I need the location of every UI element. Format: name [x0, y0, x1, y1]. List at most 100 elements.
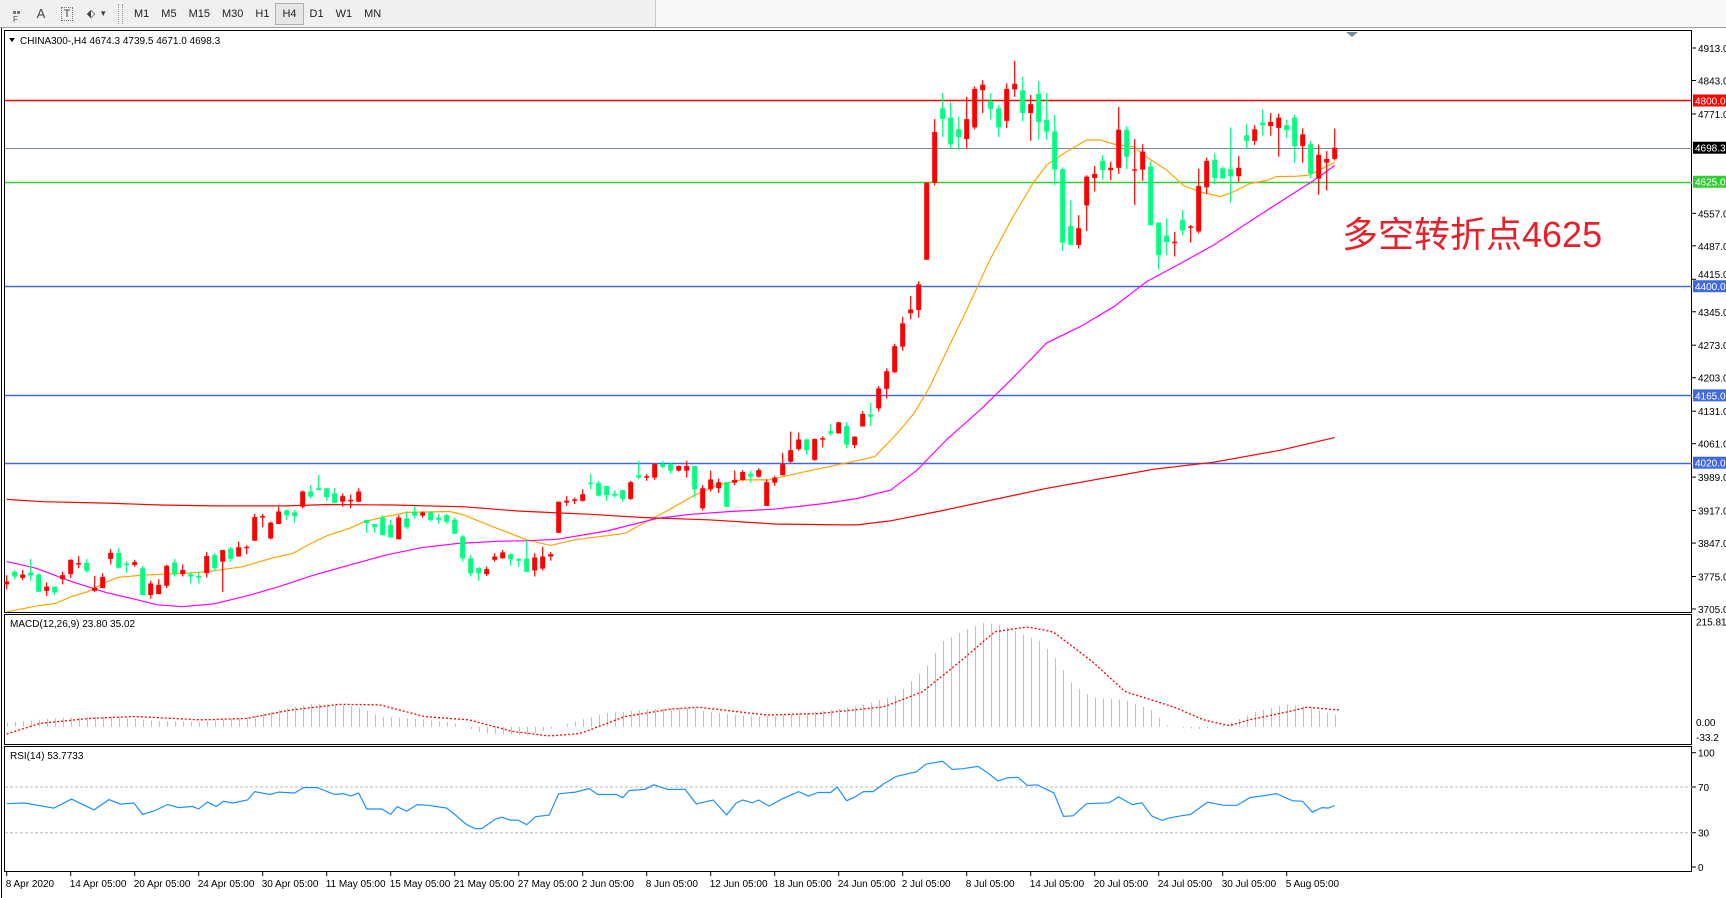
candle-body	[540, 556, 546, 569]
candle-body	[116, 552, 122, 568]
candle	[372, 524, 378, 533]
candle	[404, 511, 410, 530]
timeframe-w1[interactable]: W1	[335, 7, 353, 20]
candle-body	[44, 586, 50, 591]
candle-body	[852, 436, 858, 446]
candle	[356, 488, 362, 502]
candle-body	[196, 576, 202, 578]
timeframe-m5[interactable]: M5	[161, 7, 177, 20]
candle-body	[1124, 129, 1130, 157]
candle	[100, 573, 106, 589]
chart-shift-marker-icon[interactable]	[1346, 32, 1358, 37]
timeframe-h4[interactable]: H4	[275, 2, 304, 25]
candle	[844, 421, 850, 449]
price-tick-label: 4273.0	[1698, 341, 1726, 352]
candle	[412, 505, 418, 519]
candle	[524, 539, 530, 572]
date-label: 8 Apr 2020	[6, 879, 55, 890]
timeframe-m15[interactable]: M15	[188, 7, 210, 20]
period-separator-icon[interactable]: F	[2, 3, 28, 25]
candle	[996, 105, 1002, 138]
candle-body	[1084, 176, 1090, 206]
candle-body	[316, 488, 322, 491]
candle-body	[1108, 167, 1114, 171]
candle-body	[556, 501, 562, 533]
symbol-menu-triangle-icon[interactable]	[9, 38, 15, 42]
candle	[4, 575, 10, 590]
candle-body	[1300, 134, 1306, 146]
price-tick-label: 4771.0	[1698, 110, 1726, 121]
candle	[956, 116, 962, 151]
price-level-label: 4625.0	[1695, 178, 1726, 189]
candle-body	[1100, 160, 1106, 171]
candle	[436, 513, 442, 525]
candle-body	[620, 490, 626, 499]
candle	[804, 438, 810, 455]
text-label-icon[interactable]: T	[54, 3, 80, 25]
candle	[780, 452, 786, 476]
candle	[316, 474, 322, 491]
candle-body	[548, 554, 554, 557]
chevron-down-icon: ▼	[99, 9, 108, 18]
candle-body	[1140, 151, 1146, 170]
rsi-line	[6, 760, 1335, 830]
candle	[820, 436, 826, 448]
candle	[68, 559, 74, 578]
main-price-panel[interactable]	[4, 30, 1692, 613]
candle-body	[812, 439, 818, 460]
annotation-text: 多空转折点4625	[1342, 214, 1602, 255]
timeframe-mn[interactable]: MN	[364, 7, 382, 20]
candle	[364, 519, 370, 533]
rsi-label: RSI(14) 53.7733	[10, 751, 84, 762]
candle-body	[628, 482, 634, 499]
candle	[1060, 167, 1066, 251]
candle-body	[1180, 219, 1186, 231]
candle	[1116, 106, 1122, 174]
candle-body	[20, 574, 26, 578]
rsi-panel[interactable]	[4, 746, 1692, 872]
candle-body	[100, 576, 106, 589]
candle-body	[764, 482, 770, 506]
candle-body	[932, 132, 938, 183]
candle-body	[860, 413, 866, 427]
candle	[668, 463, 674, 474]
candle	[756, 468, 762, 478]
timeframe-d1[interactable]: D1	[309, 7, 324, 20]
macd-panel[interactable]	[4, 614, 1692, 745]
candle	[500, 550, 506, 559]
candle	[836, 421, 842, 434]
candle-body	[436, 517, 442, 520]
candle	[1140, 144, 1146, 181]
candle-body	[564, 500, 570, 503]
candle	[388, 519, 394, 538]
candle	[1276, 113, 1282, 157]
toolbar-empty-area	[655, 0, 1726, 27]
candle-body	[1148, 166, 1154, 226]
timeframe-m1[interactable]: M1	[134, 7, 150, 20]
candle-body	[1116, 129, 1122, 168]
candle	[196, 571, 202, 584]
candle-body	[4, 581, 10, 585]
candle-body	[492, 556, 498, 560]
timeframe-m30[interactable]: M30	[221, 7, 244, 20]
candle	[1132, 139, 1138, 205]
candle-body	[700, 488, 706, 509]
candle-body	[52, 586, 58, 593]
rsi-axis-label: 0	[1698, 863, 1704, 874]
text-label-glyph: T	[60, 6, 74, 21]
candle	[1020, 76, 1026, 122]
shapes-dropdown-icon[interactable]: ⬖ ▼	[80, 3, 114, 25]
candle	[796, 432, 802, 451]
candle-body	[260, 516, 266, 518]
timeframe-h1[interactable]: H1	[255, 7, 270, 20]
candle	[212, 553, 218, 571]
price-tick-label: 4061.0	[1698, 440, 1726, 451]
candle-body	[1268, 121, 1274, 127]
candle	[340, 493, 346, 507]
candle	[452, 517, 458, 534]
candle-body	[796, 439, 802, 450]
candle-body	[468, 558, 474, 574]
text-icon[interactable]: A	[28, 3, 54, 25]
candle-body	[1060, 169, 1066, 243]
